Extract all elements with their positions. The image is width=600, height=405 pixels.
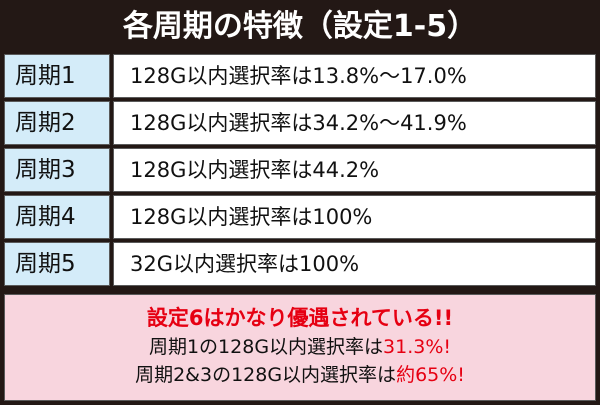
- table-row: 周期2 128G以内選択率は34.2%～41.9%: [4, 101, 596, 145]
- table: 周期1 128G以内選択率は13.8%～17.0% 周期2 128G以内選択率は34.…: [0, 54, 600, 286]
- table-row: 周期3 128G以内選択率は44.2%: [4, 148, 596, 192]
- table-row: 周期4 128G以内選択率は100%: [4, 195, 596, 239]
- table-row: 周期5 32G以内選択率は100%: [4, 242, 596, 286]
- period-value: 128G以内選択率は34.2%～41.9%: [113, 101, 596, 145]
- note-text: 周期1の128G以内選択率は: [148, 336, 384, 358]
- period-label: 周期5: [4, 242, 110, 286]
- period-value: 32G以内選択率は100%: [113, 242, 596, 286]
- note-emphasis: 31.3%!: [383, 336, 452, 358]
- note-text: 周期2&3の128G以内選択率は: [135, 364, 397, 386]
- title: 各周期の特徴（設定1-5）: [122, 9, 478, 44]
- table-row: 周期1 128G以内選択率は13.8%～17.0%: [4, 54, 596, 98]
- note-headline: 設定6はかなり優遇されている!!: [146, 306, 454, 330]
- note-emphasis: 約65%!: [396, 364, 465, 386]
- period-label: 周期3: [4, 148, 110, 192]
- note: 設定6はかなり優遇されている!! 周期1の128G以内選択率は31.3%! 周期2…: [4, 294, 596, 401]
- note-line: 周期1の128G以内選択率は31.3%!: [5, 333, 595, 361]
- note-line: 周期2&3の128G以内選択率は約65%!: [5, 361, 595, 389]
- period-value: 128G以内選択率は100%: [113, 195, 596, 239]
- period-label: 周期2: [4, 101, 110, 145]
- period-label: 周期1: [4, 54, 110, 98]
- period-value: 128G以内選択率は44.2%: [113, 148, 596, 192]
- period-label: 周期4: [4, 195, 110, 239]
- period-value: 128G以内選択率は13.8%～17.0%: [113, 54, 596, 98]
